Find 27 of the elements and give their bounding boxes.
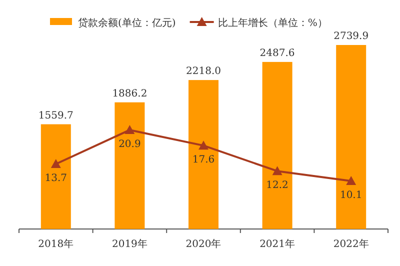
point	[50, 159, 61, 168]
data-label: 20.9	[118, 139, 141, 150]
data-label: 2218.0	[186, 66, 221, 78]
bar	[40, 124, 71, 229]
bar	[336, 45, 366, 229]
data-label: 2487.6	[260, 48, 295, 59]
point	[346, 176, 356, 185]
point	[272, 166, 282, 176]
x-tick-label: 2018年	[38, 238, 74, 250]
legend-label: 贷款余额(单位：亿元)	[78, 17, 176, 29]
x-tick-label: 2019年	[112, 238, 148, 250]
data-label: 2739.9	[334, 31, 369, 42]
data-label: 1886.2	[112, 88, 148, 100]
data-label: 1559.7	[38, 110, 74, 122]
x-tick-label: 2022年	[333, 238, 369, 250]
point	[198, 140, 208, 150]
bar	[262, 62, 292, 229]
data-label: 10.1	[340, 190, 362, 201]
point	[124, 125, 135, 134]
data-label: 13.7	[44, 173, 68, 184]
data-label: 12.2	[266, 180, 288, 192]
data-label: 17.6	[192, 154, 215, 166]
bar	[114, 102, 145, 229]
legend-label: 比上年增长（单位：%）	[218, 17, 328, 29]
bar	[188, 80, 218, 229]
x-tick-label: 2020年	[186, 238, 222, 250]
x-tick-label: 2021年	[260, 238, 296, 250]
